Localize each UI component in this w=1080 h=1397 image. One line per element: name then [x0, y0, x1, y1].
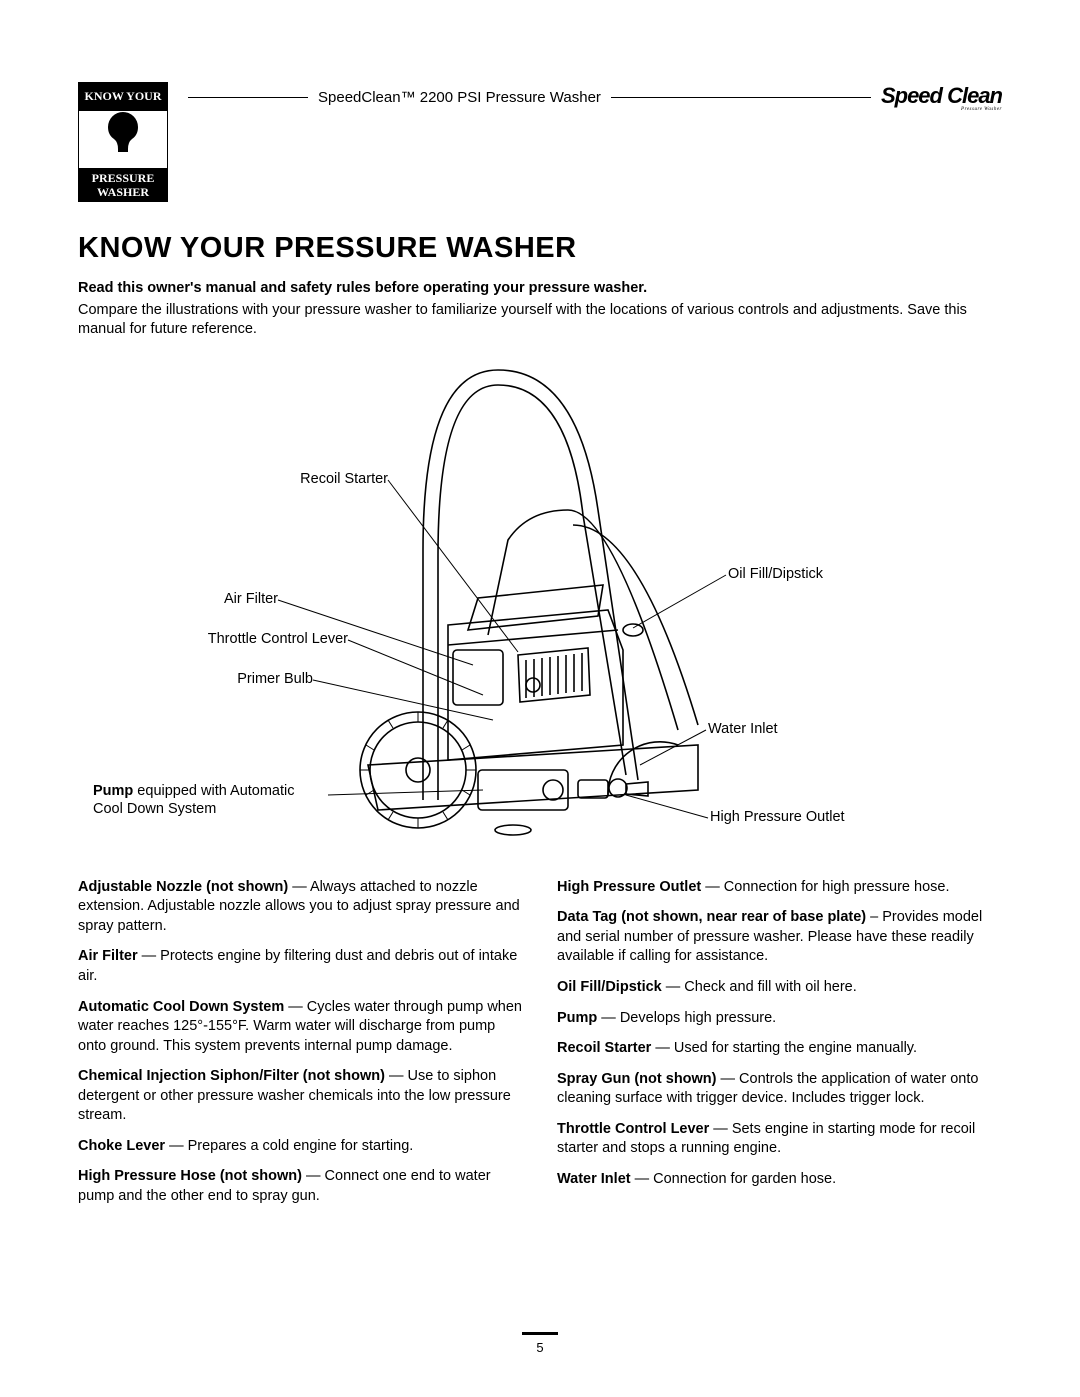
description-term: Choke Lever — [78, 1138, 165, 1154]
description-term: Oil Fill/Dipstick — [557, 979, 662, 995]
description-item: Chemical Injection Siphon/Filter (not sh… — [78, 1067, 523, 1126]
description-item: Throttle Control Lever — Sets engine in … — [557, 1120, 1002, 1159]
description-term: Water Inlet — [557, 1171, 631, 1187]
description-item: Choke Lever — Prepares a cold engine for… — [78, 1137, 523, 1157]
description-term: Pump — [557, 1010, 597, 1026]
product-title: SpeedClean™ 2200 PSI Pressure Washer — [308, 89, 611, 106]
description-item: Pump — Develops high pressure. — [557, 1009, 1002, 1029]
description-term: Air Filter — [78, 948, 138, 964]
page-number: 5 — [0, 1340, 1080, 1355]
header-rule-right — [611, 97, 871, 98]
section-title: KNOW YOUR PRESSURE WASHER — [78, 232, 1002, 265]
description-term: Adjustable Nozzle (not shown) — [78, 879, 288, 895]
description-item: Data Tag (not shown, near rear of base p… — [557, 908, 1002, 967]
description-item: Oil Fill/Dipstick — Check and fill with … — [557, 978, 1002, 998]
diagram: Recoil Starter Air Filter Throttle Contr… — [78, 350, 1002, 860]
intro-bold: Read this owner's manual and safety rule… — [78, 279, 1002, 299]
description-item: High Pressure Hose (not shown) — Connect… — [78, 1167, 523, 1206]
descriptions-right: High Pressure Outlet — Connection for hi… — [557, 878, 1002, 1218]
description-item: Automatic Cool Down System — Cycles wate… — [78, 998, 523, 1057]
brand-logo: Speed Clean Pressure Washer — [881, 83, 1002, 112]
description-item: Air Filter — Protects engine by filterin… — [78, 947, 523, 986]
description-term: Spray Gun (not shown) — [557, 1071, 717, 1087]
description-item: Spray Gun (not shown) — Controls the app… — [557, 1070, 1002, 1109]
page-divider — [522, 1332, 558, 1335]
label-throttle: Throttle Control Lever — [138, 630, 348, 648]
label-primer-bulb: Primer Bulb — [178, 670, 313, 688]
description-item: Water Inlet — Connection for garden hose… — [557, 1170, 1002, 1190]
header-rule-left — [188, 97, 308, 98]
description-term: Throttle Control Lever — [557, 1121, 709, 1137]
description-item: Recoil Starter — Used for starting the e… — [557, 1039, 1002, 1059]
know-your-badge: KNOW YOUR PRESSURE WASHER — [78, 82, 168, 202]
description-term: Chemical Injection Siphon/Filter (not sh… — [78, 1068, 385, 1084]
badge-top: KNOW YOUR — [84, 89, 161, 103]
page-header: KNOW YOUR PRESSURE WASHER SpeedClean™ 22… — [78, 82, 1002, 202]
descriptions: Adjustable Nozzle (not shown) — Always a… — [78, 878, 1002, 1218]
intro-text: Compare the illustrations with your pres… — [78, 301, 1002, 340]
description-term: High Pressure Outlet — [557, 879, 701, 895]
descriptions-left: Adjustable Nozzle (not shown) — Always a… — [78, 878, 523, 1218]
badge-b1: PRESSURE — [92, 171, 155, 185]
label-air-filter: Air Filter — [138, 590, 278, 608]
description-term: Recoil Starter — [557, 1040, 651, 1056]
label-pump: Pump equipped with Automatic Cool Down S… — [93, 782, 328, 818]
label-hp-outlet: High Pressure Outlet — [710, 808, 845, 826]
label-recoil-starter: Recoil Starter — [228, 470, 388, 488]
label-oil-fill: Oil Fill/Dipstick — [728, 565, 823, 583]
description-item: Adjustable Nozzle (not shown) — Always a… — [78, 878, 523, 937]
description-term: Data Tag (not shown, near rear of base p… — [557, 909, 866, 925]
description-item: High Pressure Outlet — Connection for hi… — [557, 878, 1002, 898]
description-term: High Pressure Hose (not shown) — [78, 1168, 302, 1184]
badge-b2: WASHER — [97, 185, 149, 199]
label-water-inlet: Water Inlet — [708, 720, 778, 738]
description-term: Automatic Cool Down System — [78, 999, 284, 1015]
